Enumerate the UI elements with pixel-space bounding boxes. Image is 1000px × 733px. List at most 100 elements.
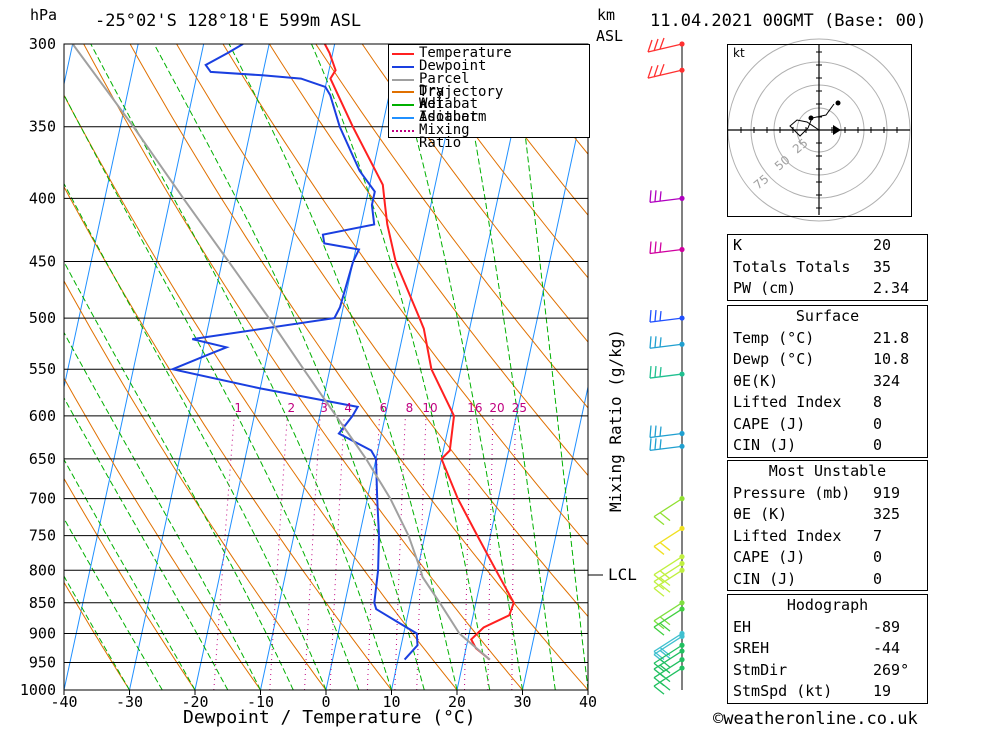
pressure-tick-label: 500 xyxy=(29,309,56,327)
stat-row: Lifted Index 8 xyxy=(728,392,927,414)
hodograph-point xyxy=(808,115,814,121)
mixing-ratio-line xyxy=(304,415,321,690)
x-tick-label: 10 xyxy=(382,693,400,711)
stat-value: 0 xyxy=(873,569,883,588)
stat-row: K 20 xyxy=(728,235,927,257)
dry-adiabat-line xyxy=(64,477,196,690)
stat-row: Pressure (mb) 919 xyxy=(728,483,927,505)
stat-label: Lifted Index xyxy=(733,393,842,411)
pressure-tick-label: 400 xyxy=(29,189,56,207)
stat-row: θE(K) 324 xyxy=(728,371,927,393)
mixing-ratio-label: 4 xyxy=(344,401,352,415)
x-tick-label: -40 xyxy=(50,693,77,711)
legend-label: Temperature xyxy=(419,45,512,61)
pressure-tick-label: 750 xyxy=(29,527,56,545)
legend-label: Isotherm xyxy=(419,109,487,125)
mixing-ratio-label: 8 xyxy=(406,401,414,415)
stat-value: 0 xyxy=(873,414,883,433)
most-unstable-panel: Most Unstable Pressure (mb) 919 θE (K) 325 Li… xyxy=(727,460,928,591)
wind-barb xyxy=(653,527,683,555)
legend-label: Dry Adiabat xyxy=(419,83,479,113)
wind-barb xyxy=(653,608,683,636)
stat-row: StmSpd (kt) 19 xyxy=(728,681,927,703)
stat-row: Temp (°C) 21.8 xyxy=(728,328,927,350)
mixing-ratio-line xyxy=(213,415,235,690)
stat-row: CIN (J) 0 xyxy=(728,435,927,457)
wind-barb xyxy=(649,190,683,204)
pressure-unit: hPa xyxy=(30,6,58,24)
stat-value: 7 xyxy=(873,526,883,545)
wind-barb xyxy=(649,438,683,451)
dry-adiabat-line xyxy=(64,581,130,690)
mixing-ratio-label: 25 xyxy=(512,401,527,415)
dry-adiabat-line xyxy=(315,44,588,409)
stat-label: K xyxy=(733,236,743,254)
wind-barb xyxy=(649,336,683,349)
stat-row: PW (cm) 2.34 xyxy=(728,278,927,300)
mixing-ratio-label: 6 xyxy=(380,401,388,415)
stat-label: StmSpd (kt) xyxy=(733,682,833,700)
km-label: km xyxy=(597,6,616,24)
stat-value: 19 xyxy=(873,682,892,700)
wind-barb xyxy=(649,366,683,379)
pressure-tick-label: 950 xyxy=(29,653,56,671)
panel-title: Surface xyxy=(795,307,860,325)
surface-panel: Surface Temp (°C) 21.8 Dewp (°C) 10.8 θE(K) 32… xyxy=(727,305,928,458)
stat-row: EH -89 xyxy=(728,617,927,639)
stat-label: Dewp (°C) xyxy=(733,350,815,368)
isotherm-line xyxy=(260,44,401,690)
dry-adiabat-line xyxy=(64,94,458,690)
temperature-profile xyxy=(323,44,515,661)
wet-adiabat-line xyxy=(513,44,588,690)
stat-label: Totals Totals xyxy=(733,257,851,276)
hodograph-point xyxy=(835,100,841,106)
pressure-tick-label: 700 xyxy=(29,490,56,508)
asl-label: ASL xyxy=(596,27,624,45)
panel-title: Most Unstable xyxy=(768,462,887,480)
x-tick-label: -10 xyxy=(247,693,274,711)
wind-barb xyxy=(649,241,683,255)
isotherm-line xyxy=(325,44,467,690)
hodograph-stats-panel: Hodograph EH -89 SREH -44 StmDir 269° StmSpd (k… xyxy=(727,594,928,704)
wet-adiabat-line xyxy=(64,93,360,690)
mixing-ratio-label: 3 xyxy=(320,401,328,415)
pressure-tick-label: 300 xyxy=(29,35,56,53)
hodograph-unit: kt xyxy=(733,46,745,60)
hodograph-trace xyxy=(789,103,835,137)
isotherm-line xyxy=(129,44,270,690)
mixing-ratio-line xyxy=(329,415,345,690)
stat-value: 269° xyxy=(873,660,910,679)
x-axis-title: Dewpoint / Temperature (°C) xyxy=(183,707,476,728)
stat-label: θE (K) xyxy=(733,505,788,523)
copyright: ©weatheronline.co.uk xyxy=(713,709,918,729)
stat-label: CIN (J) xyxy=(733,436,797,454)
stat-value: 20 xyxy=(873,236,892,254)
stat-row: CIN (J) 0 xyxy=(728,569,927,591)
wind-barb xyxy=(653,602,683,630)
mixing-ratio-axis-title: Mixing Ratio (g/kg) xyxy=(606,328,625,512)
stat-row: CAPE (J) 0 xyxy=(728,547,927,569)
dewpoint-profile xyxy=(169,44,419,661)
wind-barb xyxy=(649,310,683,323)
wet-adiabat-line xyxy=(64,458,196,690)
isotherm-line xyxy=(456,81,588,690)
stat-value: 8 xyxy=(873,393,883,411)
pressure-tick-label: 900 xyxy=(29,624,56,642)
x-tick-label: -20 xyxy=(181,693,208,711)
pressure-tick-label: 350 xyxy=(29,118,56,136)
indices-panel: K 20 Totals Totals 35 PW (cm) 2.34 xyxy=(727,234,928,301)
dry-adiabat-line xyxy=(408,44,588,279)
pressure-tick-label: 550 xyxy=(29,360,56,378)
x-tick-label: 30 xyxy=(513,693,531,711)
hodograph-frame xyxy=(727,44,912,217)
stat-label: Lifted Index xyxy=(733,526,842,545)
x-tick-label: 0 xyxy=(321,693,330,711)
wind-barb xyxy=(653,498,683,526)
stat-label: θE(K) xyxy=(733,371,779,390)
isotherm-line xyxy=(64,44,205,690)
mixing-ratio-label: 2 xyxy=(287,401,295,415)
wind-barb xyxy=(653,632,683,660)
wet-adiabat-line xyxy=(64,517,163,690)
stat-row: θE (K) 325 xyxy=(728,504,927,526)
